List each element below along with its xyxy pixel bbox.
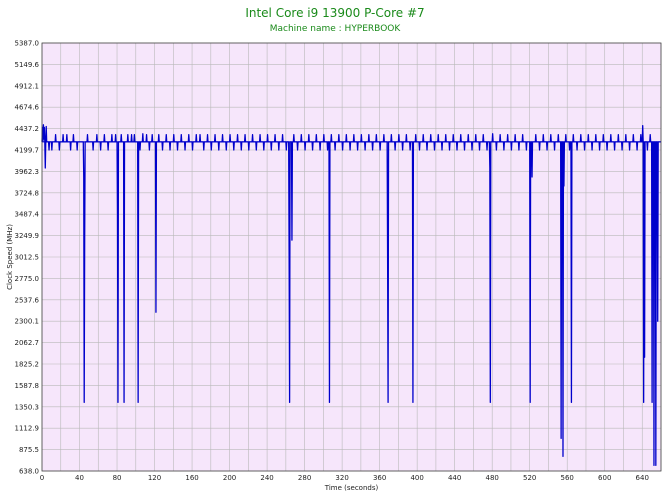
x-tick-label: 520 xyxy=(523,474,536,482)
y-tick-label: 2775.0 xyxy=(15,275,40,283)
x-tick-label: 600 xyxy=(598,474,611,482)
x-tick-label: 0 xyxy=(40,474,44,482)
x-tick-label: 280 xyxy=(298,474,311,482)
x-tick-label: 40 xyxy=(75,474,84,482)
y-tick-label: 5149.6 xyxy=(15,61,40,69)
y-axis-ticks: 638.0 875.5 1112.9 1350.3 1587.8 1825.2 2062.7… xyxy=(15,40,40,476)
y-tick-label: 4674.6 xyxy=(15,104,40,112)
x-tick-label: 80 xyxy=(113,474,122,482)
y-tick-label: 1825.2 xyxy=(15,361,40,369)
x-axis-label: Time (seconds) xyxy=(324,484,379,492)
y-tick-label: 3962.3 xyxy=(15,168,40,176)
y-tick-label: 1350.3 xyxy=(15,403,40,411)
y-tick-label: 2537.6 xyxy=(15,296,40,304)
x-tick-label: 200 xyxy=(223,474,236,482)
x-tick-label: 360 xyxy=(373,474,386,482)
x-tick-label: 480 xyxy=(485,474,498,482)
chart-title: Intel Core i9 13900 P-Core #7 xyxy=(245,6,424,20)
grid-lines xyxy=(41,42,662,472)
y-tick-label: 3724.8 xyxy=(15,189,40,197)
y-tick-label: 5387.0 xyxy=(15,40,40,48)
x-tick-label: 400 xyxy=(410,474,423,482)
x-tick-label: 640 xyxy=(636,474,649,482)
x-tick-label: 160 xyxy=(185,474,198,482)
y-tick-label: 1112.9 xyxy=(15,425,40,433)
x-tick-label: 320 xyxy=(335,474,348,482)
y-tick-label: 4199.7 xyxy=(15,147,40,155)
y-tick-label: 1587.8 xyxy=(15,382,40,390)
x-tick-label: 120 xyxy=(148,474,161,482)
y-tick-label: 4437.2 xyxy=(15,125,40,133)
clock-speed-series-line xyxy=(41,124,661,467)
y-tick-label: 875.5 xyxy=(19,446,39,454)
x-tick-label: 440 xyxy=(448,474,461,482)
y-tick-label: 4912.1 xyxy=(15,82,40,90)
y-tick-label: 2300.1 xyxy=(15,318,40,326)
y-tick-label: 638.0 xyxy=(19,468,39,476)
x-axis-ticks: 0 40 80 120 160 200 240 280 320 360 400 440 480 520 56… xyxy=(40,474,649,482)
chart-subtitle: Machine name : HYPERBOOK xyxy=(270,24,402,34)
y-tick-label: 3249.9 xyxy=(15,232,40,240)
y-tick-label: 3487.4 xyxy=(15,211,40,219)
y-tick-label: 2062.7 xyxy=(15,339,40,347)
x-tick-label: 240 xyxy=(260,474,273,482)
x-tick-label: 560 xyxy=(561,474,574,482)
y-axis-label: Clock Speed (MHz) xyxy=(6,224,14,290)
plot-border xyxy=(41,42,662,472)
y-tick-label: 3012.5 xyxy=(15,254,40,262)
